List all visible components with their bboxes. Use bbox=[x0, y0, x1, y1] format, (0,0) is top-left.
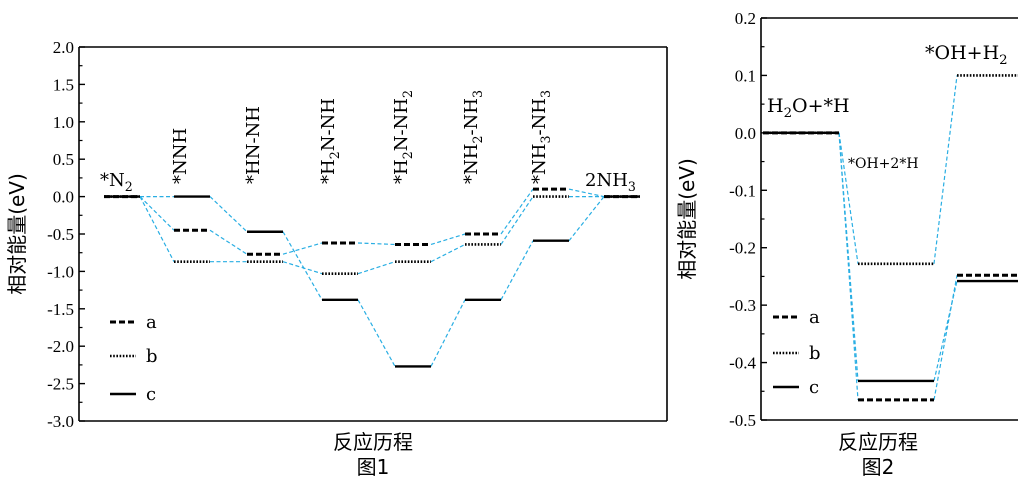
y-tick-label: -2.0 bbox=[47, 337, 74, 356]
connector-line-a bbox=[357, 242, 396, 246]
connector-line-c bbox=[500, 240, 534, 301]
y-tick-label: 1.5 bbox=[53, 75, 74, 94]
connector-line-c bbox=[568, 196, 605, 242]
step-label: *H2N-NH bbox=[318, 98, 342, 184]
y-tick-label: 1.0 bbox=[53, 113, 74, 132]
connector-line-c bbox=[209, 196, 248, 233]
x-axis-label: 反应历程 bbox=[838, 430, 918, 454]
step-label: *NNH bbox=[170, 128, 191, 184]
connector-line-c bbox=[430, 299, 466, 367]
connector-line-b bbox=[430, 243, 466, 263]
connector-line-b bbox=[838, 132, 859, 264]
y-axis-label: 相对能量(eV) bbox=[5, 173, 29, 295]
connector-line-a bbox=[430, 233, 466, 246]
y-tick-label: -0.5 bbox=[47, 225, 74, 244]
legend-label-c: c bbox=[809, 377, 819, 398]
connector-line-c bbox=[282, 231, 323, 301]
step-label: *N2 bbox=[100, 170, 133, 194]
connector-line-c bbox=[933, 280, 958, 382]
connector-line-b bbox=[139, 196, 175, 262]
chart-1: 2.0 1.5 1.0 0.5 0.0 -0.5 -1.0 -1.5 -2.0 -2.5 -3.0 相… bbox=[5, 38, 668, 479]
legend-label-a: a bbox=[146, 312, 157, 333]
legend-label-c: c bbox=[146, 384, 156, 405]
connector-line-a bbox=[838, 132, 859, 400]
connector-line-a bbox=[568, 188, 605, 198]
step-label: *OH+H2 bbox=[925, 42, 1008, 68]
y-tick-label: -0.1 bbox=[729, 181, 756, 200]
y-tick-label: -1.0 bbox=[47, 262, 74, 281]
connector-line-a bbox=[500, 188, 534, 235]
connector-line-b bbox=[357, 261, 396, 275]
step-label: *NH2-NH3 bbox=[461, 90, 485, 184]
y-tick-label: -0.2 bbox=[729, 239, 756, 258]
y-tick-label: -0.4 bbox=[729, 354, 756, 373]
y-tick-label: 0.0 bbox=[735, 124, 756, 143]
y-axis-label: 相对能量(eV) bbox=[675, 158, 699, 280]
y-tick-label: 0.5 bbox=[53, 150, 74, 169]
step-label: *H2N-NH2 bbox=[391, 90, 415, 184]
connector-line-a bbox=[139, 196, 175, 231]
y-tick-label: -3.0 bbox=[47, 412, 74, 431]
y-tick-label: -2.5 bbox=[47, 375, 74, 394]
legend-label-b: b bbox=[146, 346, 158, 367]
connector-line-c bbox=[357, 299, 396, 367]
y-tick-label: -0.3 bbox=[729, 296, 756, 315]
connector-line-c bbox=[838, 132, 859, 381]
legend-label-a: a bbox=[809, 307, 820, 328]
y-tick-label: 0.2 bbox=[735, 9, 756, 28]
step-label: *OH+2*H bbox=[848, 156, 919, 172]
step-label: 2NH3 bbox=[585, 170, 636, 194]
figure-caption: 图2 bbox=[862, 455, 895, 479]
y-tick-label: -0.5 bbox=[729, 411, 756, 430]
y-tick-label: 0.0 bbox=[53, 188, 74, 207]
y-tick-label: -1.5 bbox=[47, 300, 74, 319]
connector-line-b bbox=[282, 261, 323, 275]
step-label: *NH3-NH3 bbox=[529, 90, 553, 184]
connector-line-a bbox=[282, 242, 323, 255]
step-label: *HN-NH bbox=[243, 106, 264, 184]
connector-line-a bbox=[209, 229, 248, 255]
x-axis-label: 反应历程 bbox=[333, 430, 413, 454]
legend-label-b: b bbox=[809, 343, 821, 364]
y-tick-label: 0.1 bbox=[735, 66, 756, 85]
connector-line-a bbox=[933, 275, 958, 401]
step-label: H2O+*H bbox=[767, 95, 850, 121]
connector-line-b bbox=[933, 75, 958, 264]
connector-line-b bbox=[500, 196, 534, 245]
chart-2: 0.2 0.1 0.0 -0.1 -0.2 -0.3 -0.4 -0.5 相对能量(eV) 反应历… bbox=[675, 9, 1018, 479]
y-tick-label: 2.0 bbox=[53, 38, 74, 57]
figure-caption: 图1 bbox=[357, 455, 390, 479]
